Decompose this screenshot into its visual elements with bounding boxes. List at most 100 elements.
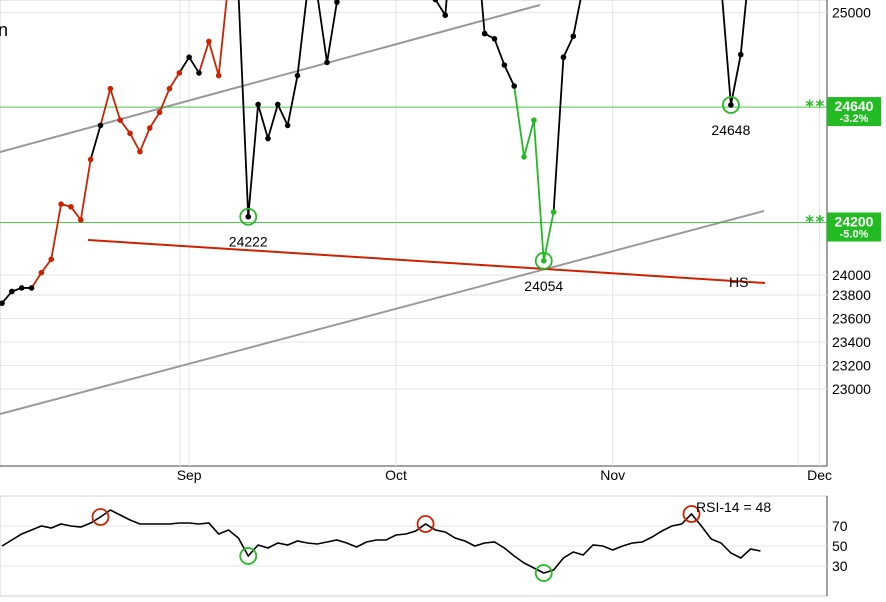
price-point (521, 154, 527, 160)
level-badge (827, 97, 881, 127)
price-point (156, 109, 163, 116)
level-badge-pct: -5.0% (840, 229, 869, 241)
price-point (550, 209, 557, 215)
price-point (728, 102, 734, 108)
price-point (560, 54, 567, 61)
price-point (481, 30, 488, 37)
price-point (245, 213, 252, 220)
price-segment (237, 0, 339, 217)
rsi-marker (682, 505, 701, 523)
price-point (97, 122, 104, 129)
price-point (68, 203, 74, 210)
price-point (531, 117, 537, 123)
rsi-panel: 30 50 70 (0, 495, 848, 597)
lower-channel-line (0, 210, 765, 415)
price-segment (1, 287, 32, 304)
price-point (501, 62, 508, 68)
swing-label: 24054 (524, 278, 563, 294)
rsi-marker (91, 508, 110, 526)
rsi-marker (534, 564, 553, 582)
price-point (48, 256, 55, 263)
price-point (78, 217, 84, 223)
x-tick-label: Dec (807, 467, 832, 483)
rsi-marker (416, 515, 435, 533)
y-tick-label: 23000 (832, 381, 871, 397)
y-tick-label: 23200 (832, 358, 871, 374)
price-point (87, 156, 94, 163)
rsi-title: RSI-14 = 48 (696, 499, 771, 515)
price-point (570, 33, 577, 40)
price-point (58, 201, 64, 207)
price-segment (89, 125, 102, 160)
rsi-tick-label: 30 (832, 558, 848, 574)
y-tick-label: 25000 (832, 5, 871, 21)
price-point (107, 85, 114, 92)
level-badge-value: 24200 (835, 214, 874, 230)
price-point (28, 285, 35, 291)
price-segment (721, 0, 748, 106)
x-tick-label: Oct (385, 467, 407, 483)
price-point (196, 70, 202, 76)
price-point (432, 0, 439, 3)
rsi-tick-label: 50 (832, 538, 848, 554)
rsi-line (1, 509, 761, 574)
axes: 2300023200234002360023800240002500025500… (177, 5, 871, 483)
swing-label: 24648 (711, 122, 750, 138)
price-panel-frame (0, 0, 828, 467)
price-point (737, 51, 744, 58)
price-point (511, 83, 517, 89)
swing-marker (534, 251, 553, 270)
price-point (265, 135, 271, 142)
support-resistance-levels (0, 106, 827, 224)
swing-marker (722, 96, 740, 114)
upper-channel-line (0, 4, 541, 153)
price-point (215, 72, 222, 79)
swing-marker (239, 207, 258, 226)
price-point (275, 101, 281, 108)
price-point (491, 36, 498, 42)
price-point (127, 130, 133, 137)
y-tick-label: 23600 (832, 311, 871, 327)
y-tick-label: 23400 (832, 334, 871, 350)
swing-label: 24222 (229, 234, 268, 250)
price-point (9, 288, 15, 295)
swing-annotations: 251372422226120240542577624648 (229, 96, 751, 294)
price-segment (30, 159, 92, 289)
price-point (186, 54, 192, 61)
price-point (324, 59, 330, 66)
page-title-fragment: n (0, 20, 8, 40)
price-point (117, 117, 123, 123)
price-point (18, 285, 25, 291)
price-point (137, 148, 143, 155)
price-point (166, 85, 173, 92)
price-point (284, 122, 291, 129)
level-stars: ** (805, 97, 825, 117)
price-segment (99, 72, 181, 154)
price-segment (434, 0, 516, 87)
price-point (38, 269, 45, 276)
price-series (0, 0, 748, 307)
pattern-label: HS (729, 274, 748, 290)
rsi-marker (239, 547, 258, 565)
price-point (294, 72, 301, 79)
level-badge-pct: -3.2% (840, 113, 869, 125)
price-point (442, 12, 449, 19)
level-badges: 25770+1.2%**25150-1.2%***24640-3.2%**242… (805, 97, 881, 242)
price-point (255, 101, 261, 108)
level-badge-value: 24640 (835, 98, 874, 114)
price-point (206, 38, 212, 45)
price-point (540, 258, 547, 264)
x-tick-label: Nov (600, 467, 625, 483)
level-stars: ** (805, 213, 825, 233)
y-tick-label: 23800 (832, 287, 871, 303)
price-segment (198, 0, 228, 76)
x-tick-label: Sep (177, 467, 202, 483)
trend-channel (0, 4, 766, 415)
rsi-tick-label: 70 (832, 518, 848, 534)
price-point (0, 300, 5, 307)
y-tick-label: 24000 (832, 267, 871, 283)
level-badge (827, 212, 881, 242)
price-point (176, 70, 183, 76)
neckline-trend-line (87, 239, 766, 284)
